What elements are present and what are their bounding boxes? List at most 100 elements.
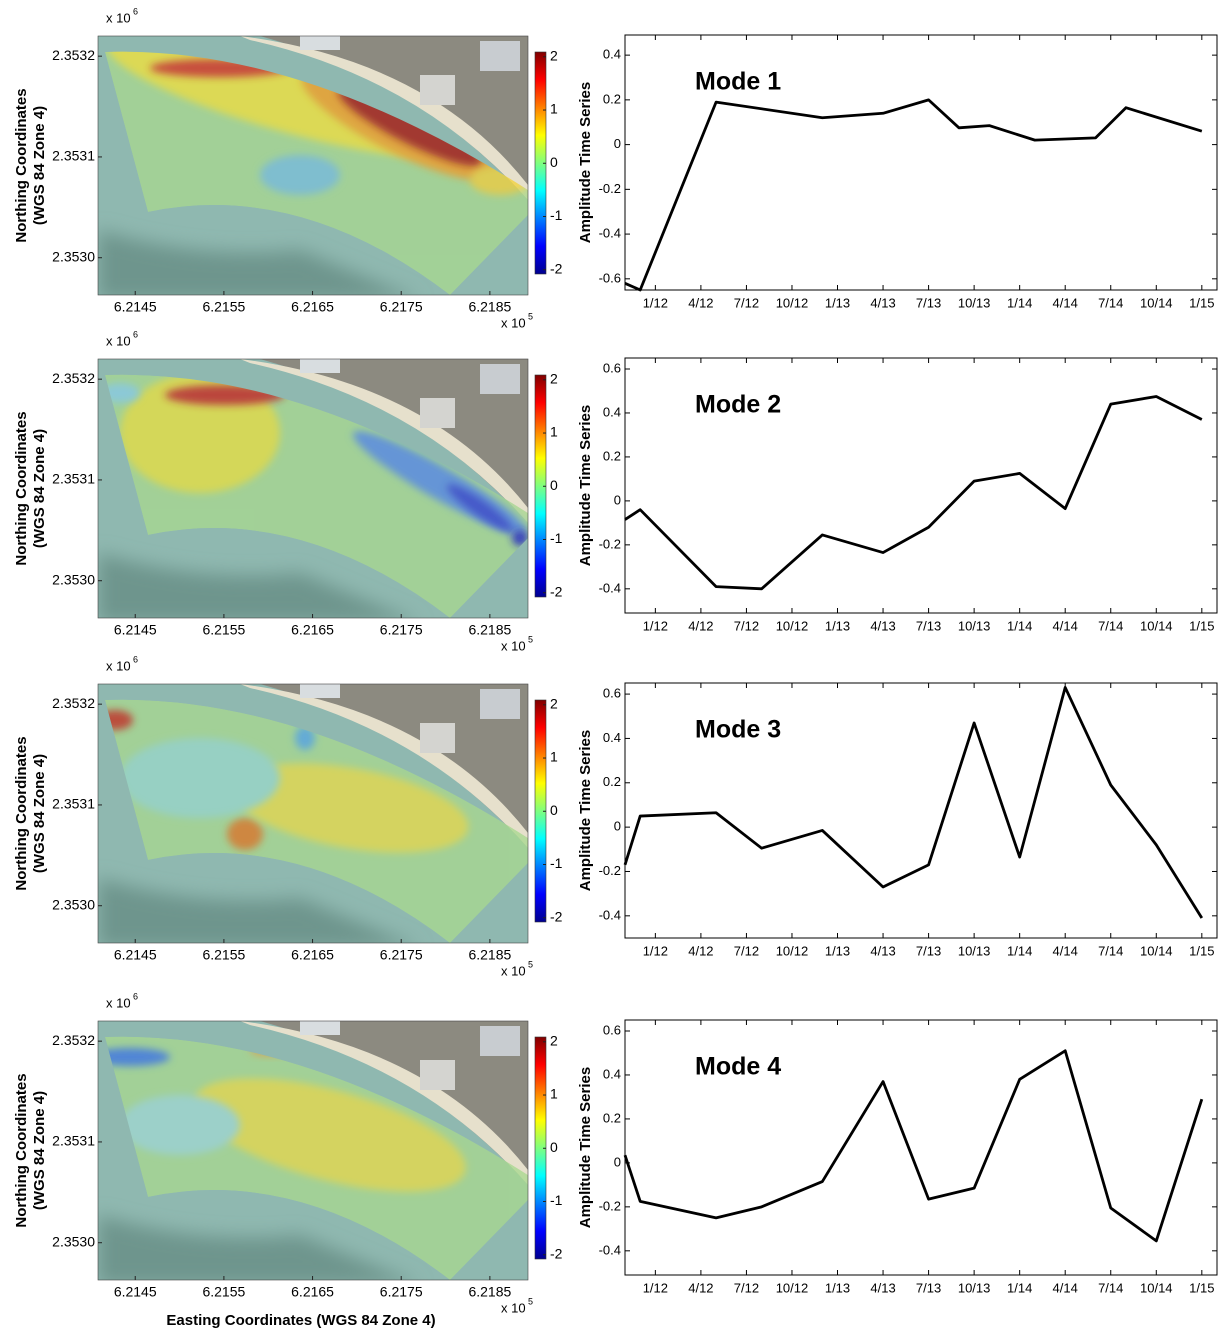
y-tick-label: 0.2 [603, 1110, 621, 1125]
y-tick-label: -0.2 [599, 1198, 621, 1213]
x-tick-label: 4/13 [870, 943, 895, 958]
x-tick-label: 7/14 [1098, 618, 1123, 633]
x-tick-label: 7/14 [1098, 1280, 1123, 1295]
x-tick-label: 6.2145 [114, 1284, 157, 1300]
x-tick-label: 4/13 [870, 618, 895, 633]
colorbar-tick-label: 0 [550, 477, 558, 493]
field-blob [231, 763, 469, 853]
series-line [623, 1049, 1204, 1243]
x-tick-label: 6.2175 [380, 1284, 423, 1300]
x-tick-label: 1/12 [643, 295, 668, 310]
annotation: Mode 1 [695, 68, 781, 96]
y-multiplier: x 10 [106, 995, 131, 1010]
plot-frame [624, 357, 1218, 614]
x-exponent: 5 [528, 1296, 533, 1306]
reef [98, 1215, 408, 1280]
y-tick-label: -0.4 [599, 1242, 621, 1257]
x-tick-label: 1/14 [1007, 1280, 1032, 1295]
y-multiplier: x 10 [106, 658, 131, 673]
x-tick-label: 4/12 [688, 295, 713, 310]
x-tick-label: 10/13 [958, 943, 991, 958]
y-axis-label: Amplitude Time Series [577, 405, 594, 566]
x-tick-label: 7/13 [916, 295, 941, 310]
plot-frame [624, 682, 1218, 939]
colorbar-tick-label: 2 [550, 695, 558, 711]
y-axis-label: Amplitude Time Series [577, 730, 594, 891]
x-tick-label: 7/13 [916, 1280, 941, 1295]
field-blob [260, 155, 340, 195]
x-tick-label: 4/14 [1053, 943, 1078, 958]
field-blob [120, 1095, 240, 1155]
annotation: Mode 2 [695, 391, 781, 419]
x-tick-label: 6.2175 [380, 622, 423, 638]
x-axis-label: Easting Coordinates (WGS 84 Zone 4) [166, 1312, 435, 1329]
x-tick-label: 10/12 [776, 1280, 809, 1295]
y-tick-label: 0.4 [603, 1066, 621, 1081]
y-tick-label: 2.3530 [52, 248, 95, 264]
colorbar-tick-label: -2 [550, 908, 563, 924]
x-tick-label: 6.2165 [291, 947, 334, 963]
x-tick-label: 4/12 [688, 1280, 713, 1295]
y-axis-label: Amplitude Time Series [577, 1067, 594, 1228]
y-axis-label: Northing Coordinates [13, 411, 30, 565]
y-tick-label: 2.3532 [52, 370, 95, 386]
y-multiplier: x 10 [106, 333, 131, 348]
x-tick-label: 7/14 [1098, 943, 1123, 958]
colorbar-tick-label: 0 [550, 802, 558, 818]
y-tick-label: -0.2 [599, 536, 621, 551]
x-tick-label: 6.2185 [468, 1284, 511, 1300]
y-exponent: 6 [133, 6, 138, 16]
series-line [624, 98, 1203, 292]
y-tick-label: -0.4 [599, 226, 621, 241]
y-tick-label: 2.3530 [52, 571, 95, 587]
y-axis-label: Amplitude Time Series [577, 82, 594, 243]
y-tick-label: 0 [614, 819, 621, 834]
x-tick-label: 7/14 [1098, 295, 1123, 310]
x-tick-label: 10/12 [776, 943, 809, 958]
y-tick-label: -0.4 [599, 907, 621, 922]
y-tick-label: 2.3530 [52, 896, 95, 912]
x-tick-label: 1/14 [1007, 943, 1032, 958]
colorbar-tick-label: 0 [550, 154, 558, 170]
y-axis-label: Northing Coordinates [13, 88, 30, 242]
y-tick-label: 2.3530 [52, 1233, 95, 1249]
x-tick-label: 1/15 [1189, 295, 1214, 310]
y-axis-label: (WGS 84 Zone 4) [31, 754, 48, 873]
colorbar-tick-label: -2 [550, 583, 563, 599]
field-blob [120, 738, 280, 818]
land [260, 1021, 528, 1185]
y-tick-label: 2.3531 [52, 148, 95, 164]
colorbar-tick-label: 1 [550, 1086, 558, 1102]
x-tick-label: 4/13 [870, 1280, 895, 1295]
x-tick-label: 7/13 [916, 618, 941, 633]
building [480, 1026, 520, 1056]
y-tick-label: 0.6 [603, 360, 621, 375]
y-multiplier: x 10 [106, 10, 131, 25]
series-line [624, 395, 1203, 591]
annotation: Mode 3 [695, 716, 781, 744]
building [300, 359, 340, 373]
x-tick-label: 6.2155 [202, 622, 245, 638]
y-axis-label: Northing Coordinates [13, 736, 30, 890]
x-tick-label: 6.2185 [468, 622, 511, 638]
colorbar-tick-label: 0 [550, 1139, 558, 1155]
x-tick-label: 1/12 [643, 618, 668, 633]
field-blob [446, 484, 514, 532]
x-tick-label: 10/14 [1140, 1280, 1173, 1295]
y-tick-label: -0.2 [599, 863, 621, 878]
x-tick-label: 6.2175 [380, 947, 423, 963]
colorbar-tick-label: -1 [550, 1192, 563, 1208]
y-axis-label: (WGS 84 Zone 4) [31, 106, 48, 225]
x-tick-label: 1/13 [825, 618, 850, 633]
reef [98, 878, 408, 943]
x-tick-label: 4/13 [870, 295, 895, 310]
x-tick-label: 4/14 [1053, 1280, 1078, 1295]
reef [98, 553, 408, 618]
y-tick-label: 0.6 [603, 686, 621, 701]
building [300, 684, 340, 698]
colorbar-tick-label: 2 [550, 370, 558, 386]
x-tick-label: 7/12 [734, 618, 759, 633]
y-tick-label: 0.2 [603, 448, 621, 463]
colorbar-tick-label: -1 [550, 207, 563, 223]
x-tick-label: 6.2175 [380, 299, 423, 315]
